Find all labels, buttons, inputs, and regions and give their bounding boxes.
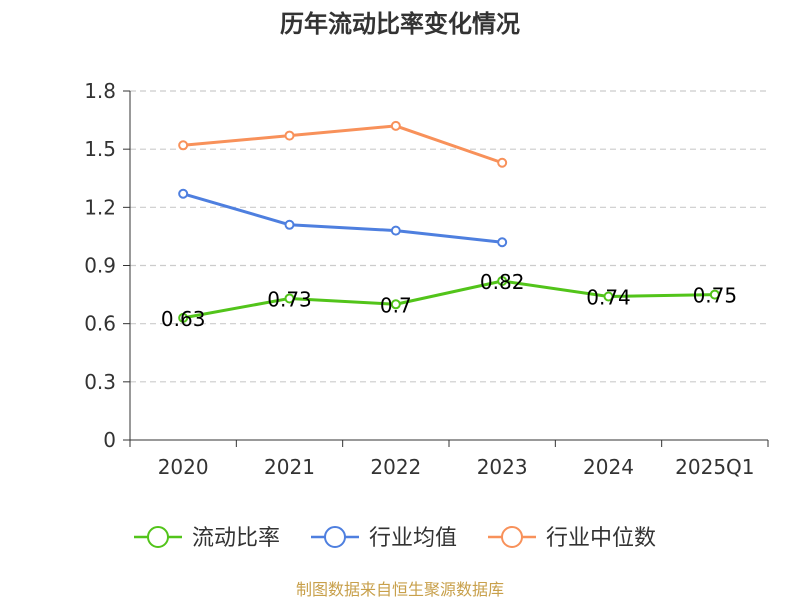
legend-label: 行业中位数 bbox=[546, 526, 656, 551]
data-point bbox=[178, 140, 189, 151]
data-labels: 0.63 0.73 0.7 0.82 0.74 0.75 bbox=[161, 270, 737, 331]
series-line bbox=[182, 279, 715, 320]
y-tick-label: 0.6 bbox=[84, 312, 116, 336]
data-point bbox=[284, 293, 295, 304]
data-label: 0.82 bbox=[480, 270, 525, 294]
legend-label: 行业均值 bbox=[369, 526, 457, 551]
data-label: 0.7 bbox=[380, 293, 412, 317]
data-point bbox=[178, 188, 189, 199]
data-point bbox=[390, 120, 401, 131]
y-tick-label: 1.5 bbox=[84, 137, 116, 161]
y-tick-label: 0.9 bbox=[84, 254, 116, 278]
x-tick-label: 2024 bbox=[583, 455, 634, 479]
data-point bbox=[497, 157, 508, 168]
x-tick-label: 2023 bbox=[477, 455, 528, 479]
chart-title: 历年流动比率变化情况 bbox=[280, 10, 520, 38]
axes: 0 0.3 0.6 0.9 1.2 1.5 1.8 2020 2021 2022 2023 2024 2… bbox=[84, 79, 769, 479]
data-label: 0.73 bbox=[267, 287, 312, 311]
y-tick-label: 1.8 bbox=[84, 79, 116, 103]
series-group bbox=[178, 120, 720, 323]
data-point bbox=[390, 299, 401, 310]
data-label: 0.75 bbox=[693, 284, 738, 308]
series-line bbox=[183, 124, 503, 165]
series-line bbox=[182, 192, 503, 244]
legend-marker bbox=[501, 526, 523, 548]
data-point bbox=[497, 237, 508, 248]
x-tick-label: 2021 bbox=[264, 455, 315, 479]
data-point bbox=[284, 219, 295, 230]
grid-lines bbox=[130, 90, 768, 383]
data-point bbox=[709, 289, 720, 300]
data-point bbox=[178, 312, 189, 323]
data-label: 0.74 bbox=[586, 286, 631, 310]
legend-marker bbox=[324, 526, 346, 548]
source-note: 制图数据来自恒生聚源数据库 bbox=[296, 580, 504, 599]
data-label: 0.63 bbox=[161, 307, 206, 331]
y-tick-label: 0 bbox=[103, 428, 116, 452]
data-point bbox=[284, 130, 295, 141]
y-tick-label: 0.3 bbox=[84, 370, 116, 394]
legend-label: 流动比率 bbox=[192, 526, 280, 551]
data-point bbox=[603, 291, 614, 302]
legend: 流动比率 行业均值 行业中位数 bbox=[134, 526, 656, 551]
x-tick-label: 2020 bbox=[158, 455, 209, 479]
legend-marker bbox=[147, 526, 169, 548]
x-tick-label: 2025Q1 bbox=[675, 455, 754, 479]
x-tick-label: 2022 bbox=[370, 455, 421, 479]
y-tick-label: 1.2 bbox=[84, 195, 116, 219]
data-point bbox=[390, 225, 401, 236]
data-point bbox=[497, 276, 508, 287]
